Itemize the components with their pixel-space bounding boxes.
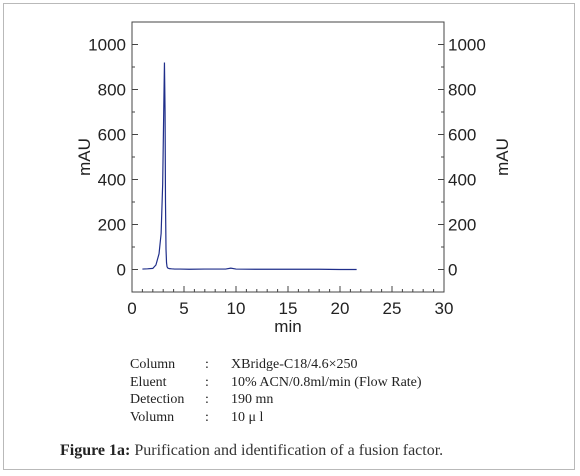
y-tick-label-right: 800 xyxy=(448,81,476,100)
param-key: Detection xyxy=(130,392,185,407)
y-axis-title-left: mAU xyxy=(75,138,94,176)
param-row: Volumn : 10 μ l xyxy=(130,409,422,427)
method-parameters: Column : XBridge-C18/4.6×250 Eluent : 10… xyxy=(130,356,422,426)
plot-area xyxy=(131,21,445,293)
x-tick-label: 25 xyxy=(383,299,402,318)
param-separator: : xyxy=(205,374,209,390)
param-key: Eluent xyxy=(130,374,167,390)
param-separator: : xyxy=(205,392,209,407)
x-tick-label: 20 xyxy=(331,299,350,318)
y-tick-label-left: 400 xyxy=(98,171,126,190)
y-tick-label-right: 0 xyxy=(448,261,457,280)
y-tick-label-right: 600 xyxy=(448,126,476,145)
y-axis-ticks: 0 0 200 200 400 400 600 600 800 800 1000 1000 xyxy=(88,21,486,293)
x-axis-ticks: 0 5 10 15 20 25 30 xyxy=(127,286,453,318)
param-row: Column : XBridge-C18/4.6×250 xyxy=(130,356,422,374)
y-tick-label-left: 200 xyxy=(98,216,126,235)
param-value: 10% ACN/0.8ml/min (Flow Rate) xyxy=(231,374,422,390)
y-tick-label-right: 400 xyxy=(448,171,476,190)
caption-text: Purification and identification of a fus… xyxy=(130,442,444,459)
figure-caption: Figure 1a: Purification and identificati… xyxy=(60,442,443,460)
x-tick-label: 15 xyxy=(279,299,298,318)
y-tick-label-left: 0 xyxy=(117,261,126,280)
y-tick-label-left: 1000 xyxy=(88,36,126,55)
param-value: 190 mn xyxy=(231,392,274,407)
param-separator: : xyxy=(205,409,209,425)
y-tick-label-left: 800 xyxy=(98,81,126,100)
y-axis-title-right: mAU xyxy=(493,138,512,176)
x-tick-label: 5 xyxy=(179,299,188,318)
x-tick-label: 30 xyxy=(435,299,454,318)
x-axis-title: min xyxy=(274,317,301,336)
y-tick-label-left: 600 xyxy=(98,126,126,145)
param-key: Column xyxy=(130,357,176,372)
param-value: 10 μ l xyxy=(231,409,264,425)
chromatogram-trace xyxy=(142,62,357,271)
param-separator: : xyxy=(205,357,209,372)
param-key: Volumn xyxy=(130,409,175,425)
param-row: Detection : 190 mn xyxy=(130,391,422,409)
param-row: Eluent : 10% ACN/0.8ml/min (Flow Rate) xyxy=(130,374,422,392)
x-tick-label: 0 xyxy=(127,299,136,318)
y-tick-label-right: 1000 xyxy=(448,36,486,55)
y-tick-label-right: 200 xyxy=(448,216,476,235)
figure-frame xyxy=(3,3,575,470)
param-value: XBridge-C18/4.6×250 xyxy=(231,357,358,372)
caption-lead: Figure 1a: xyxy=(60,442,131,459)
x-tick-label: 10 xyxy=(227,299,246,318)
